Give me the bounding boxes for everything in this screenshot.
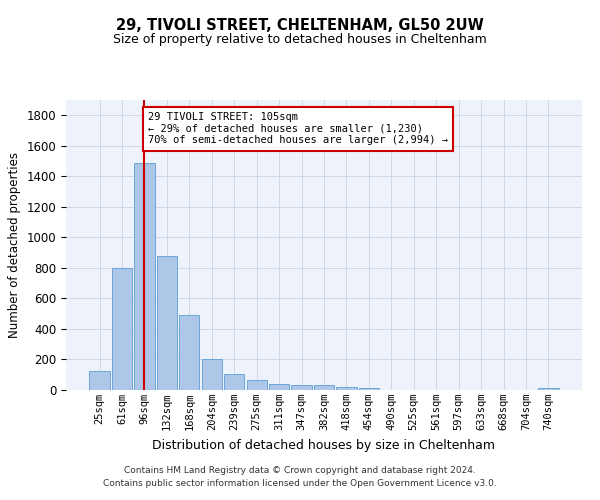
Text: Size of property relative to detached houses in Cheltenham: Size of property relative to detached ho…	[113, 32, 487, 46]
Text: 29 TIVOLI STREET: 105sqm
← 29% of detached houses are smaller (1,230)
70% of sem: 29 TIVOLI STREET: 105sqm ← 29% of detach…	[148, 112, 448, 146]
Bar	[157, 256, 177, 390]
Bar	[538, 388, 559, 390]
Bar	[247, 380, 267, 390]
Bar	[202, 358, 222, 390]
Bar	[359, 388, 379, 390]
Bar	[314, 386, 334, 390]
Bar	[337, 386, 356, 390]
Bar	[89, 371, 110, 390]
Bar	[179, 315, 199, 390]
Bar	[269, 384, 289, 390]
Bar	[224, 374, 244, 390]
Bar	[292, 384, 311, 390]
Text: Contains HM Land Registry data © Crown copyright and database right 2024.
Contai: Contains HM Land Registry data © Crown c…	[103, 466, 497, 487]
Bar	[112, 268, 132, 390]
X-axis label: Distribution of detached houses by size in Cheltenham: Distribution of detached houses by size …	[152, 438, 496, 452]
Text: 29, TIVOLI STREET, CHELTENHAM, GL50 2UW: 29, TIVOLI STREET, CHELTENHAM, GL50 2UW	[116, 18, 484, 32]
Y-axis label: Number of detached properties: Number of detached properties	[8, 152, 21, 338]
Bar	[134, 162, 155, 390]
